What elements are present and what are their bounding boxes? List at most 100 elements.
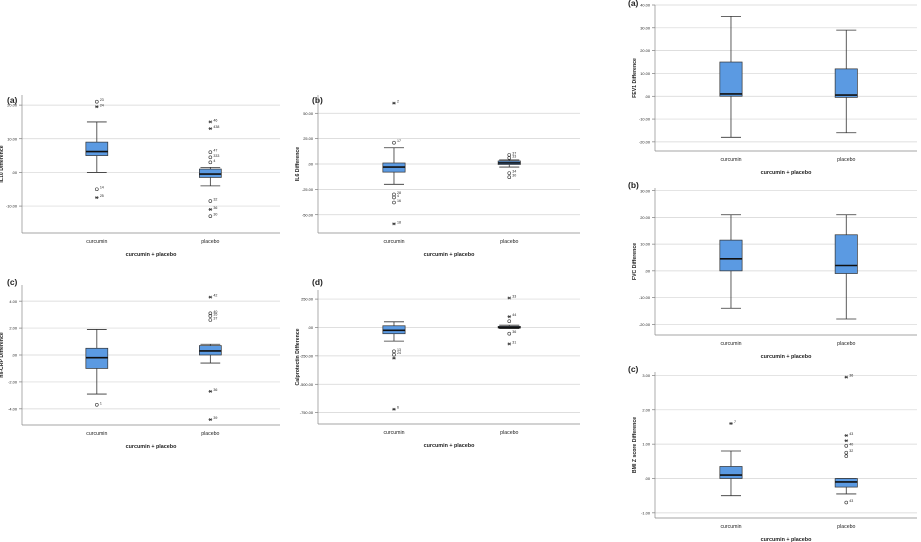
outlier-circle [95,403,99,407]
y-tick-label: .00 [308,162,314,167]
outlier-circle [507,153,512,157]
y-tick-label: 50.00 [303,111,314,116]
y-tick-label: 10.00 [7,136,18,141]
y-tick-label: .00 [645,94,651,99]
outlier-label: 23 [100,98,104,102]
chart-calprotectin: (d) -750.00 -500.00 -250.00 .00 250.00 Calprot… [295,277,580,449]
outlier-label: 43 [849,432,853,436]
y-tick-label: 1.00 [642,442,650,447]
outlier-label: 36 [849,374,853,378]
x-category-label: placebo [201,431,219,437]
y-tick-label: 20.00 [640,215,651,220]
outlier-label: 24 [100,103,104,107]
panel-label: (c) [7,277,18,287]
outlier-circle [208,199,213,203]
chart-bmi: (c) -1.00 .00 1.00 2.00 3.00 BMI Z score Diffe… [628,364,917,542]
outlier-label: 39 [213,416,217,420]
outlier-circle [392,352,396,357]
x-axis-label: curcumin + placebo [424,252,475,258]
y-tick-label: 10.00 [640,71,651,76]
outlier-circle [507,175,512,179]
y-tick-label: -750.00 [300,410,314,415]
y-tick-label: 20.00 [7,103,18,108]
outlier-circle [208,314,213,318]
outlier-star-d2 [507,315,511,319]
outlier-label: 14 [100,186,104,190]
iqr-box [719,239,743,272]
outlier-circle [392,349,396,354]
panel-label: (b) [312,95,323,105]
outlier-star-d2 [392,101,396,105]
panel-label: (d) [312,277,323,287]
iqr-box [199,168,222,178]
y-tick-label: -10.00 [639,295,651,300]
y-tick-label: .00 [645,268,651,273]
outlier-label: 47 [213,149,217,153]
iqr-box [834,478,858,488]
outlier-star-d2 [392,407,396,411]
outlier-label: 438 [213,125,219,129]
y-tick-label: 250.00 [301,297,314,302]
outlier-label: 40 [213,310,217,314]
outlier-label: 35 [213,312,217,316]
x-category-label: placebo [500,430,518,436]
outlier-circle [392,192,396,197]
outlier-label: 32 [849,449,853,453]
outlier-label: 36 [512,330,516,334]
outlier-label: 13 [397,348,401,352]
outlier-circle [392,200,396,205]
outlier-circle [208,318,213,322]
outlier-label: 24 [397,351,401,355]
outlier-circle [844,450,849,455]
y-tick-label: -10.00 [6,204,18,209]
outlier-star-d2 [95,105,99,109]
outlier-circle [844,500,849,505]
x-axis-label: curcumin + placebo [126,444,177,450]
outlier-circle [844,444,849,448]
outlier-star-d2 [208,295,212,299]
panel-label: (a) [7,95,18,105]
y-tick-label: 3.00 [642,373,650,378]
outlier-label: 30 [213,213,217,217]
box-placebo [834,214,858,320]
outlier-star-d2 [844,375,848,379]
outlier-label: 37 [213,317,217,321]
y-tick-label: 10.00 [640,242,651,247]
outlier-label: 44 [512,313,516,317]
x-category-label: curcumin [383,239,404,245]
y-tick-label: -500.00 [300,382,314,387]
x-axis-label: curcumin + placebo [761,170,812,176]
y-axis-label: BMI Z score Difference [632,417,638,473]
chart-fvc: (b) -20.00 -10.00 .00 10.00 20.00 30.00 FVC Dif… [628,180,917,360]
outlier-circle [844,454,849,458]
outlier-label: 4 [213,159,215,163]
outlier-label: 16 [397,199,401,203]
iqr-box [719,466,743,479]
y-axis-label: IL6 Difference [295,147,301,181]
outlier-circle [208,311,213,316]
outlier-star-d2 [844,439,848,443]
y-tick-label: .00 [12,353,18,358]
y-tick-label: .00 [12,170,18,175]
y-tick-label: 2.00 [9,326,17,331]
y-tick-label: -50.00 [302,212,314,217]
outlier-star-d2 [392,222,396,226]
box-placebo [834,29,858,134]
outlier-label: 333 [213,154,219,158]
x-axis-label: curcumin + placebo [761,537,812,542]
outlier-label: 6 [397,406,399,410]
y-axis-label: IL10 Difference [0,145,5,182]
y-tick-label: -20.00 [639,322,651,327]
x-axis-label: curcumin + placebo [126,252,177,258]
outlier-label: 31 [512,340,516,344]
outlier-circle [392,195,396,200]
x-category-label: placebo [837,341,855,347]
panel-label: (a) [628,0,639,8]
x-category-label: placebo [837,157,855,163]
y-tick-label: .00 [645,476,651,481]
outlier-star-d2 [208,127,212,131]
